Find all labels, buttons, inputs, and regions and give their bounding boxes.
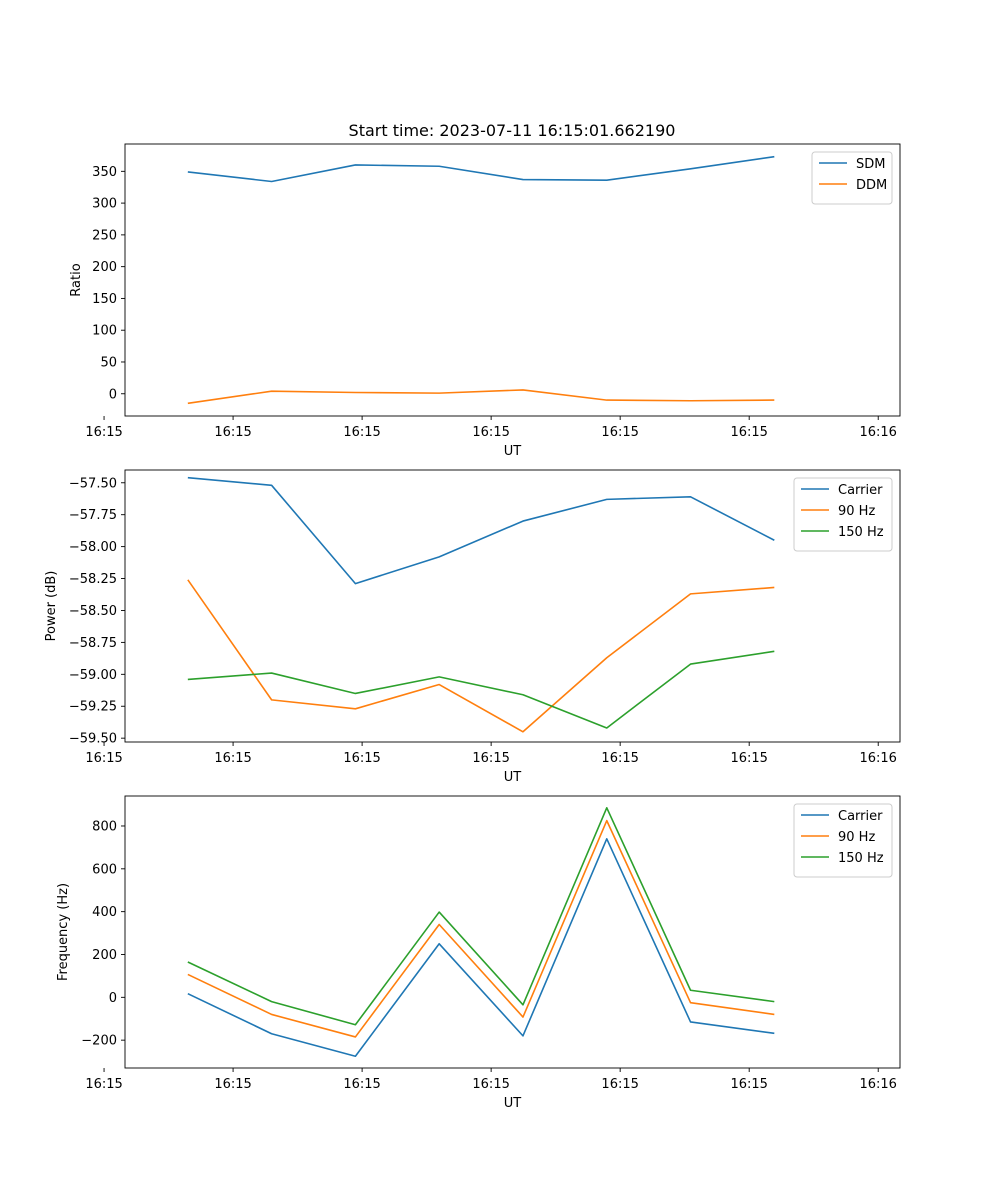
legend-label: DDM (856, 178, 887, 193)
legend-label: Carrier (838, 809, 883, 824)
series-line-90-hz (187, 819, 775, 1038)
legend: SDM DDM (811, 151, 893, 205)
x-tick-label: 16:15 (601, 1077, 638, 1092)
y-tick-label: 0 (109, 991, 117, 1006)
y-tick-label: −58.50 (69, 604, 117, 619)
y-tick-label: 50 (100, 355, 117, 370)
x-tick-label: 16:15 (214, 751, 251, 766)
y-tick-label: 200 (92, 260, 117, 275)
legend: Carrier 90 Hz 150 Hz (793, 477, 893, 552)
y-tick-label: −58.25 (69, 572, 117, 587)
legend-box (793, 477, 893, 552)
x-tick-label: 16:15 (343, 751, 380, 766)
series-line-sdm (187, 155, 775, 183)
y-tick-label: 0 (109, 387, 117, 402)
legend-label: 90 Hz (838, 830, 875, 845)
x-tick-label: 16:16 (859, 425, 896, 440)
y-tick-label: −59.50 (69, 732, 117, 747)
axes-frame (124, 143, 901, 417)
x-tick-label: 16:15 (472, 425, 509, 440)
x-tick-label: 16:15 (343, 425, 380, 440)
x-tick-label: 16:15 (472, 1077, 509, 1092)
y-tick-label: 400 (92, 905, 117, 920)
y-tick-label: −59.00 (69, 668, 117, 683)
x-tick-label: 16:15 (343, 1077, 380, 1092)
series-line-carrier (187, 476, 775, 585)
x-tick-label: 16:15 (601, 425, 638, 440)
legend-label: 150 Hz (838, 851, 884, 866)
series-line-carrier (187, 838, 775, 1058)
x-tick-label: 16:15 (730, 1077, 767, 1092)
y-tick-label: 100 (92, 324, 117, 339)
x-tick-label: 16:15 (85, 1077, 122, 1092)
y-tick-label: 600 (92, 862, 117, 877)
x-tick-label: 16:15 (730, 751, 767, 766)
chart-panel-3: 16:15 16:15 16:15 16:15 16:15 16:15 16:16 −200 0… (56, 795, 901, 1111)
y-tick-label: 300 (92, 197, 117, 212)
y-axis-label: Frequency (Hz) (56, 883, 71, 981)
legend-box (811, 151, 893, 205)
x-tick-label: 16:15 (601, 751, 638, 766)
legend-label: 90 Hz (838, 504, 875, 519)
axes-frame (124, 469, 901, 743)
y-tick-label: 350 (92, 165, 117, 180)
y-tick-label: 200 (92, 948, 117, 963)
y-axis-label: Power (dB) (44, 571, 59, 642)
y-tick-label: −200 (81, 1034, 117, 1049)
series-line-150-hz (187, 806, 775, 1026)
x-tick-label: 16:15 (214, 425, 251, 440)
x-axis-label: UT (504, 1096, 522, 1111)
y-axis-label: Ratio (69, 263, 84, 296)
x-tick-label: 16:15 (472, 751, 509, 766)
axes-frame (124, 795, 901, 1069)
y-tick-label: −57.50 (69, 476, 117, 491)
x-tick-label: 16:15 (85, 751, 122, 766)
y-tick-label: 250 (92, 228, 117, 243)
figure-title: Start time: 2023-07-11 16:15:01.662190 (349, 121, 676, 140)
legend-box (793, 803, 893, 878)
x-tick-label: 16:15 (730, 425, 767, 440)
y-tick-label: 800 (92, 819, 117, 834)
legend-label: Carrier (838, 483, 883, 498)
series-line-150-hz (187, 650, 775, 729)
chart-panel-1: 16:15 16:15 16:15 16:15 16:15 16:15 16:16 0 50 10… (69, 143, 901, 459)
y-tick-label: −57.75 (69, 508, 117, 523)
y-tick-label: 150 (92, 292, 117, 307)
x-tick-label: 16:15 (214, 1077, 251, 1092)
y-tick-label: −58.00 (69, 540, 117, 555)
y-tick-label: −59.25 (69, 700, 117, 715)
x-tick-label: 16:16 (859, 1077, 896, 1092)
charts-container: 16:15 16:15 16:15 16:15 16:15 16:15 16:16 0 50 10… (44, 143, 901, 1111)
legend: Carrier 90 Hz 150 Hz (793, 803, 893, 878)
x-tick-label: 16:15 (85, 425, 122, 440)
legend-label: 150 Hz (838, 525, 884, 540)
x-axis-label: UT (504, 444, 522, 459)
x-tick-label: 16:16 (859, 751, 896, 766)
legend-label: SDM (856, 157, 885, 172)
y-tick-label: −58.75 (69, 636, 117, 651)
series-line-ddm (187, 389, 775, 405)
chart-panel-2: 16:15 16:15 16:15 16:15 16:15 16:15 16:16 −57.5… (44, 469, 901, 785)
x-axis-label: UT (504, 770, 522, 785)
series-line-90-hz (187, 579, 775, 733)
